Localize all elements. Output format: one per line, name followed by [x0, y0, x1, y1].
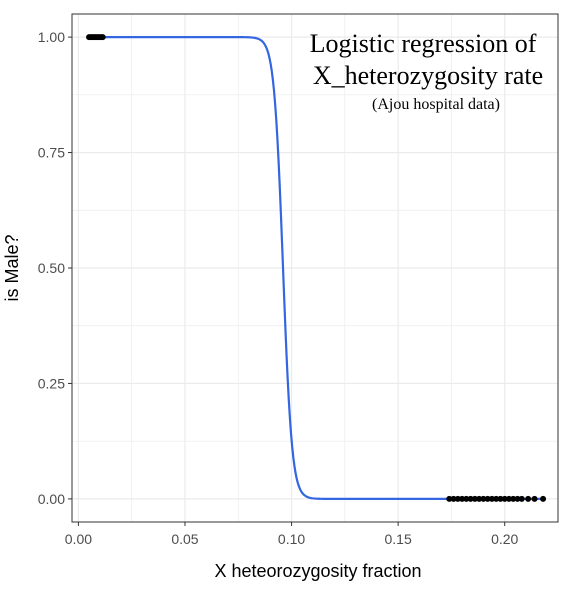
- data-point-female: [484, 495, 491, 502]
- data-point-female: [505, 495, 512, 502]
- x-tick-label: 0.20: [491, 531, 518, 547]
- data-point-female: [480, 495, 487, 502]
- data-point-female: [467, 495, 474, 502]
- data-point-female: [476, 495, 483, 502]
- x-axis-title: X heteorozygosity fraction: [214, 561, 421, 581]
- data-point-female: [459, 495, 466, 502]
- data-points: [86, 34, 547, 502]
- data-point-female: [501, 495, 508, 502]
- data-point-female: [450, 495, 457, 502]
- data-point-female: [446, 495, 453, 502]
- y-tick-label: 0.25: [38, 375, 65, 391]
- chart-subtitle: (Ajou hospital data): [372, 96, 500, 113]
- data-point-female: [531, 495, 538, 502]
- data-point-female: [471, 495, 478, 502]
- x-tick-label: 0.10: [278, 531, 305, 547]
- data-point-female: [540, 495, 547, 502]
- y-tick-label: 1.00: [38, 29, 65, 45]
- y-tick-label: 0.75: [38, 145, 65, 161]
- data-point-female: [525, 495, 532, 502]
- axis-ticks: 0.00 0.05 0.10 0.15 0.20 0.00 0.25 0.50 0.75 1.00: [38, 29, 519, 547]
- data-point-female: [518, 495, 525, 502]
- y-tick-label: 0.50: [38, 260, 65, 276]
- data-point-female: [510, 495, 517, 502]
- x-tick-label: 0.00: [65, 531, 92, 547]
- data-point-male: [99, 34, 106, 41]
- data-point-female: [463, 495, 470, 502]
- data-point-female: [497, 495, 504, 502]
- y-axis-title: is Male?: [2, 234, 22, 301]
- plot-panel: [71, 13, 559, 523]
- data-point-female: [493, 495, 500, 502]
- data-point-female: [514, 495, 521, 502]
- y-tick-label: 0.00: [38, 491, 65, 507]
- chart-title-line1: Logistic regression of: [310, 29, 537, 58]
- data-point-female: [488, 495, 495, 502]
- chart-title-line2: X_heterozygosity rate: [313, 61, 543, 90]
- data-point-female: [454, 495, 461, 502]
- x-tick-label: 0.15: [385, 531, 412, 547]
- x-tick-label: 0.05: [171, 531, 198, 547]
